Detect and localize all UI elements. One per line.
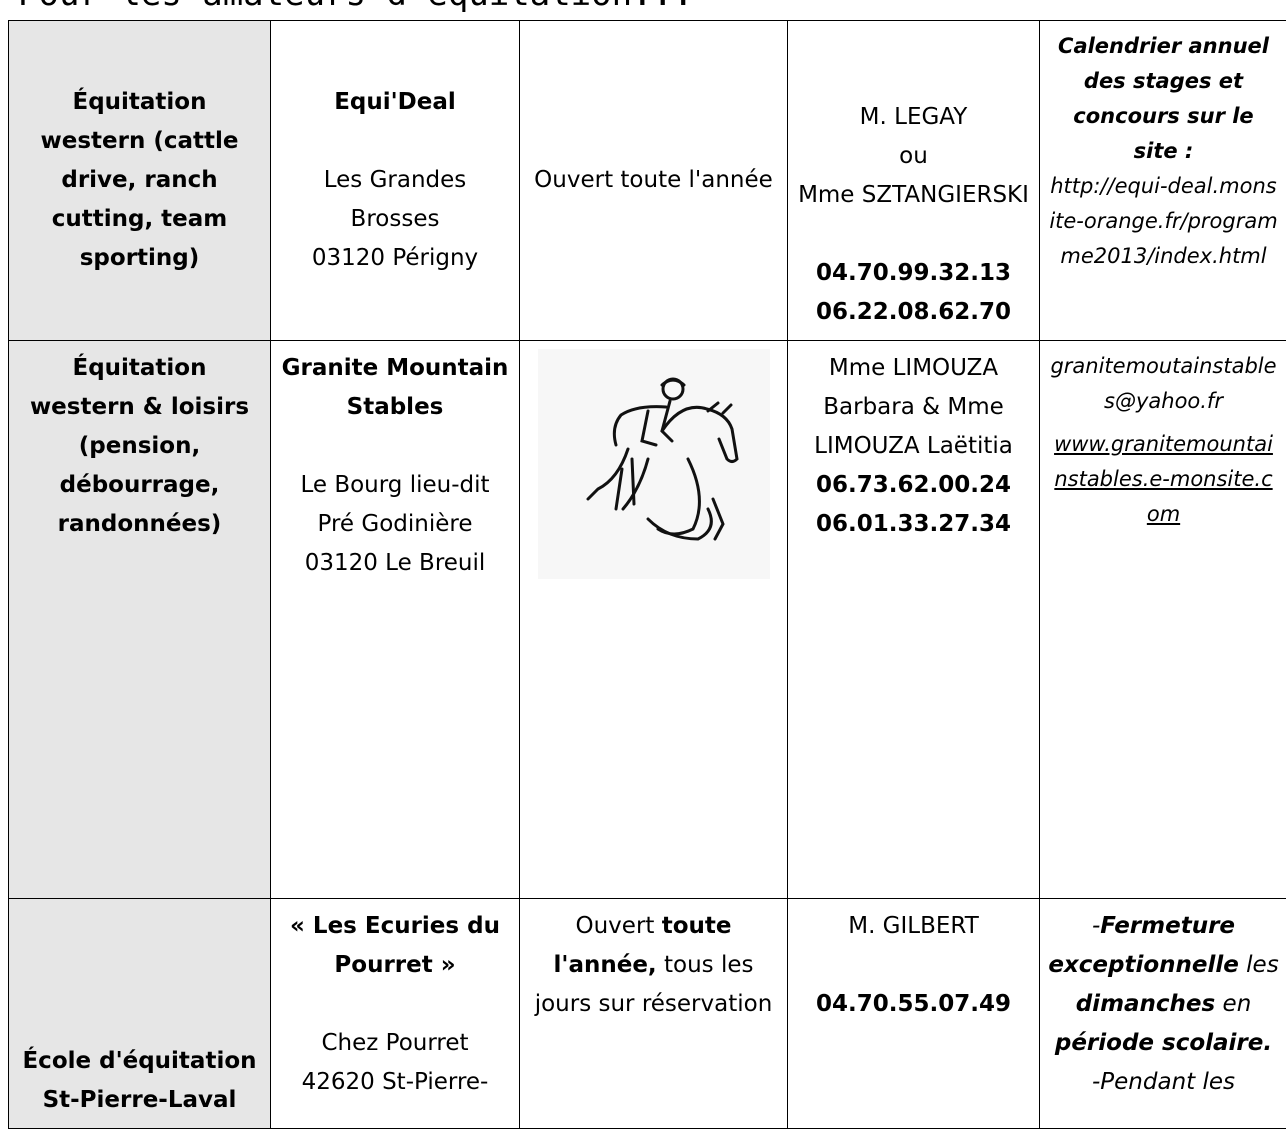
url: http://equi-deal.monsite-orange.fr/progr… [1048,169,1279,274]
phone: 06.22.08.62.70 [796,293,1031,332]
table: Équitation western (cattle drive, ranch … [8,20,1286,1129]
note: Calendrier annuel des stages et concours… [1048,29,1279,169]
phone: 04.70.55.07.49 [796,985,1031,1024]
contact: ou [796,137,1031,176]
cell: Mme LIMOUZA Barbara & Mme LIMOUZA Laëtit… [788,341,1040,899]
phone: 06.01.33.27.34 [796,505,1031,544]
horse-rider-image [538,349,770,579]
cell: granitemoutainstables@yahoo.fr www.granit… [1040,341,1286,899]
phone: 04.70.99.32.13 [796,254,1031,293]
address: Pré Godinière [279,505,511,544]
cell: Équitation western & loisirs (pension, d… [9,341,271,899]
cell: Ouvert toute l'année, tous les jours sur… [520,899,788,1129]
website-link[interactable]: www.granitemountainstables.e-monsite.com [1048,427,1279,532]
cell: Calendrier annuel des stages et concours… [1040,21,1286,341]
address: 03120 Périgny [279,239,511,278]
club-name: Equi'Deal [279,83,511,122]
contact: M. GILBERT [796,907,1031,946]
text: Ouvert [576,913,655,939]
address: 03120 Le Breuil [279,544,511,583]
email: granitemoutainstables@yahoo.fr [1048,349,1279,419]
note: -Pendant les [1048,1063,1279,1102]
page-title: Pour les amateurs d'équitation... [18,0,694,14]
text: période scolaire. [1055,1030,1272,1056]
activity: École d'équitation St-Pierre-Laval [17,1042,262,1120]
opening: Ouvert toute l'année, tous les jours sur… [528,907,779,1024]
activity: Équitation western & loisirs (pension, d… [17,349,262,544]
phone: 06.73.62.00.24 [796,466,1031,505]
cell: Équitation western (cattle drive, ranch … [9,21,271,341]
page: Pour les amateurs d'équitation... Équita… [0,0,1286,1104]
text: les [1246,952,1279,978]
address: 42620 St-Pierre- [279,1063,511,1102]
text: en [1223,991,1252,1017]
address: Le Bourg lieu-dit [279,466,511,505]
activity: Équitation western (cattle drive, ranch … [17,83,262,278]
text: Fermeture exceptionnelle [1048,913,1239,978]
contact: M. LEGAY [796,98,1031,137]
row: Équitation western & loisirs (pension, d… [9,341,1286,899]
cell: Granite Mountain Stables Le Bourg lieu-di… [271,341,520,899]
opening: Ouvert toute l'année [528,161,779,200]
row: Équitation western (cattle drive, ranch … [9,21,1286,341]
contact: Mme SZTANGIERSKI [796,176,1031,215]
club-name: Granite Mountain Stables [279,349,511,427]
cell: -Fermeture exceptionnelle les dimanches … [1040,899,1286,1129]
cell [520,341,788,899]
address: Les Grandes Brosses [279,161,511,239]
cell: Ouvert toute l'année [520,21,788,341]
text: dimanches [1076,991,1216,1017]
row: École d'équitation St-Pierre-Laval « Les… [9,899,1286,1129]
club-name: « Les Ecuries du Pourret » [279,907,511,985]
address: Chez Pourret [279,1024,511,1063]
cell: École d'équitation St-Pierre-Laval [9,899,271,1129]
cell: M. GILBERT 04.70.55.07.49 [788,899,1040,1129]
contact: Mme LIMOUZA Barbara & Mme LIMOUZA Laëtit… [796,349,1031,466]
note: -Fermeture exceptionnelle les dimanches … [1048,907,1279,1063]
